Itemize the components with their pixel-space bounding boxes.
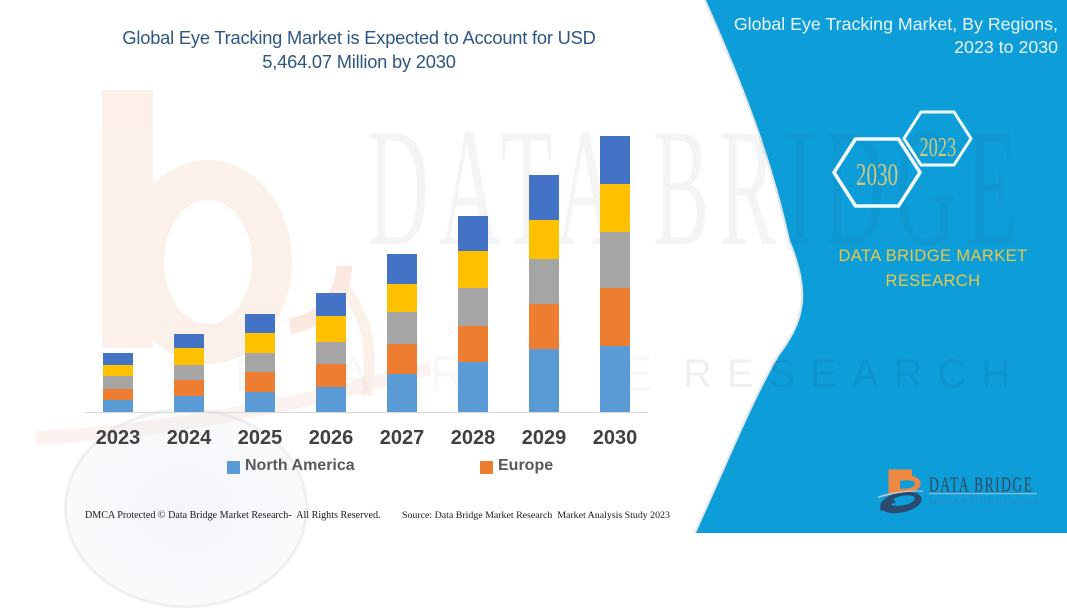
svg-text:MARKET RESEARCH: MARKET RESEARCH (930, 497, 1042, 506)
svg-text:DATA BRIDGE: DATA BRIDGE (929, 473, 1033, 497)
